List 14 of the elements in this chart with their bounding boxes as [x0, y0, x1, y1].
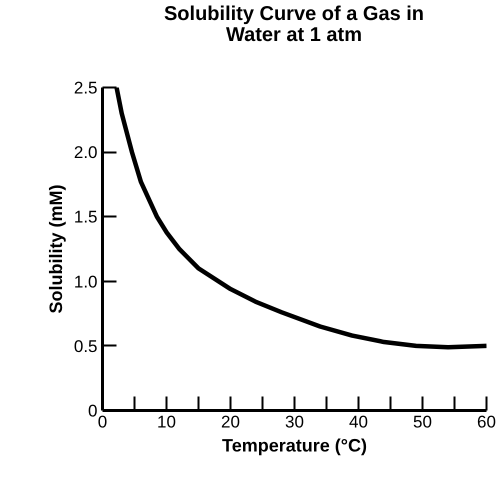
x-tick-label: 10	[157, 412, 176, 432]
y-axis-title: Solubility (mM)	[46, 184, 66, 314]
x-tick-label: 60	[477, 412, 496, 432]
x-tick-label: 50	[413, 412, 432, 432]
y-tick-label: 1.0	[74, 272, 98, 292]
x-tick-label: 30	[285, 412, 304, 432]
x-axis-title: Temperature (°C)	[222, 436, 367, 456]
y-tick-label: 0.5	[74, 336, 98, 356]
y-tick-label: 1.5	[74, 208, 98, 227]
x-tick-label: 20	[221, 412, 240, 432]
x-tick-label: 40	[349, 412, 368, 432]
y-tick-label: 2.0	[74, 143, 98, 162]
y-tick-label: 2.5	[74, 78, 98, 98]
chart-title: Solubility Curve of a Gas in Water at 1 atm	[164, 3, 424, 46]
